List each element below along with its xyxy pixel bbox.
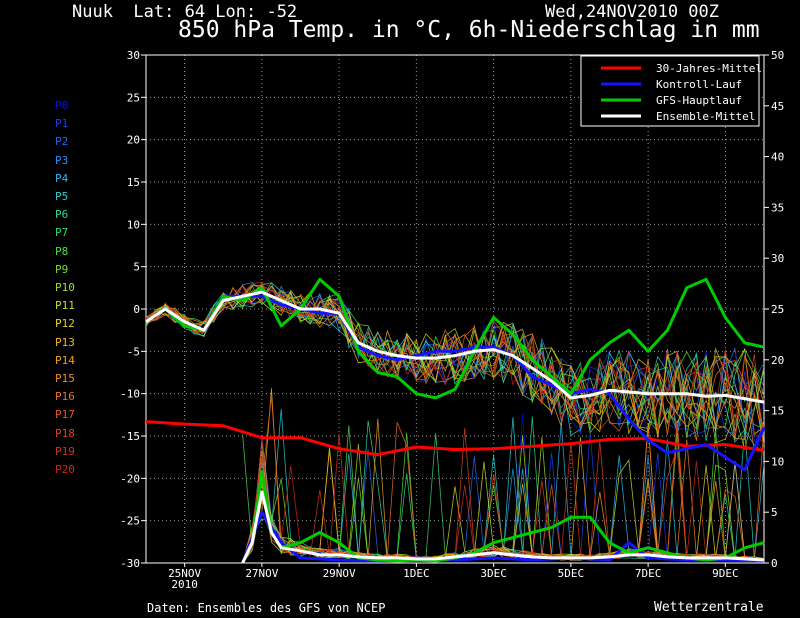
main-series-lines	[145, 277, 766, 564]
legend-box: 30-Jahres-Mittel Kontroll-Lauf GFS-Hauptla…	[580, 55, 762, 127]
member-label-p7: P7	[55, 226, 69, 240]
temp-axis-label: 25	[127, 91, 140, 104]
temp-axis-label: 10	[127, 218, 140, 231]
temp-axis-label: 15	[127, 176, 140, 189]
precip-axis-label: 10	[771, 455, 784, 468]
member-label-p18: P18	[55, 426, 75, 440]
date-axis-label: 25NOV	[168, 567, 201, 580]
plot-axes: -30 -25 -20 -15 -10 -5 0 5 10 15 20 25 30 0 5 10 15 20 25 3…	[120, 49, 784, 591]
precip-axis-label: 35	[771, 201, 784, 214]
brand-label: Wetterzentrale	[654, 600, 764, 615]
member-label-p1: P1	[55, 117, 69, 131]
grid-lines	[146, 55, 764, 563]
ensemble-mittel-temp-line	[145, 290, 765, 404]
date-axis-label: 27NOV	[245, 567, 278, 580]
legend-label-gfs-hauptlauf: GFS-Hauptlauf	[656, 94, 742, 107]
member-label-p2: P2	[55, 135, 69, 149]
temp-axis-label: 30	[127, 49, 140, 62]
temp-axis-label: 0	[133, 303, 140, 316]
member-temp-trace-p16	[145, 283, 765, 452]
legend-label-ensemble-mittel: Ensemble-Mittel	[656, 110, 755, 123]
date-axis-label: 1DEC	[403, 567, 430, 580]
precip-axis-label: 20	[771, 354, 784, 367]
precip-axis-label: 30	[771, 252, 784, 265]
ensemble-mittel-precip-line	[241, 490, 765, 564]
legend-label-30-jahres-mittel: 30-Jahres-Mittel	[656, 62, 762, 75]
member-temp-trace-p9	[145, 284, 765, 435]
temp-axis-label: -10	[120, 388, 140, 401]
member-label-p20: P20	[55, 463, 75, 476]
kontroll-lauf-precip-line	[241, 510, 765, 564]
date-axis-label: 29NOV	[323, 567, 356, 580]
run-date-label: Wed,24NOV2010 00Z	[545, 2, 719, 22]
member-label-p13: P13	[55, 335, 75, 349]
member-label-p0: P0	[55, 99, 69, 112]
member-temp-trace-p20	[145, 281, 765, 444]
legend-label-kontroll-lauf: Kontroll-Lauf	[656, 78, 742, 91]
member-temp-trace-p17	[145, 284, 765, 432]
gfs-hauptlauf-precip-line	[241, 470, 765, 564]
member-temp-trace-p6	[145, 282, 765, 451]
member-label-p12: P12	[55, 317, 75, 331]
member-label-p19: P19	[55, 444, 75, 458]
temp-axis-label: -5	[127, 345, 140, 358]
member-label-p4: P4	[55, 171, 69, 185]
temp-axis-label: -15	[120, 430, 140, 443]
member-temp-trace-p12	[145, 285, 765, 446]
member-label-p9: P9	[55, 262, 69, 276]
temp-axis-label: -20	[120, 472, 140, 485]
precip-axis-label: 25	[771, 303, 784, 316]
data-source-label: Daten: Ensembles des GFS von NCEP	[147, 601, 386, 615]
date-axis-label: 9DEC	[712, 567, 739, 580]
date-axis-label: 3DEC	[480, 567, 507, 580]
precip-axis-label: 0	[771, 557, 778, 570]
precip-axis-label: 15	[771, 405, 784, 418]
temp-axis-label: -25	[120, 515, 140, 528]
temp-axis-label: 20	[127, 134, 140, 147]
precip-axis-label: 50	[771, 49, 784, 62]
member-label-p11: P11	[55, 299, 75, 313]
location-label: Nuuk Lat: 64 Lon: -52	[72, 2, 298, 22]
precip-axis-label: 45	[771, 100, 784, 113]
date-axis-year-label: 2010	[171, 578, 198, 591]
date-axis-label: 5DEC	[558, 567, 585, 580]
30-jahres-mittel-temp-line	[145, 420, 765, 457]
temp-axis-label: 5	[133, 261, 140, 274]
member-label-p5: P5	[55, 190, 69, 203]
member-label-p14: P14	[55, 353, 75, 367]
member-label-p15: P15	[55, 372, 75, 385]
precip-axis-label: 40	[771, 151, 784, 164]
member-label-p3: P3	[55, 153, 69, 167]
member-label-p8: P8	[55, 244, 69, 258]
member-label-p16: P16	[55, 390, 75, 404]
member-label-p10: P10	[55, 281, 75, 294]
date-axis-label: 7DEC	[635, 567, 662, 580]
chart-title: 850 hPa Temp. in °C, 6h-Niederschlag in …	[178, 17, 760, 43]
precip-axis-label: 5	[771, 506, 778, 519]
member-label-p17: P17	[55, 408, 75, 422]
temp-axis-label: -30	[120, 557, 140, 570]
member-label-p6: P6	[55, 208, 69, 222]
